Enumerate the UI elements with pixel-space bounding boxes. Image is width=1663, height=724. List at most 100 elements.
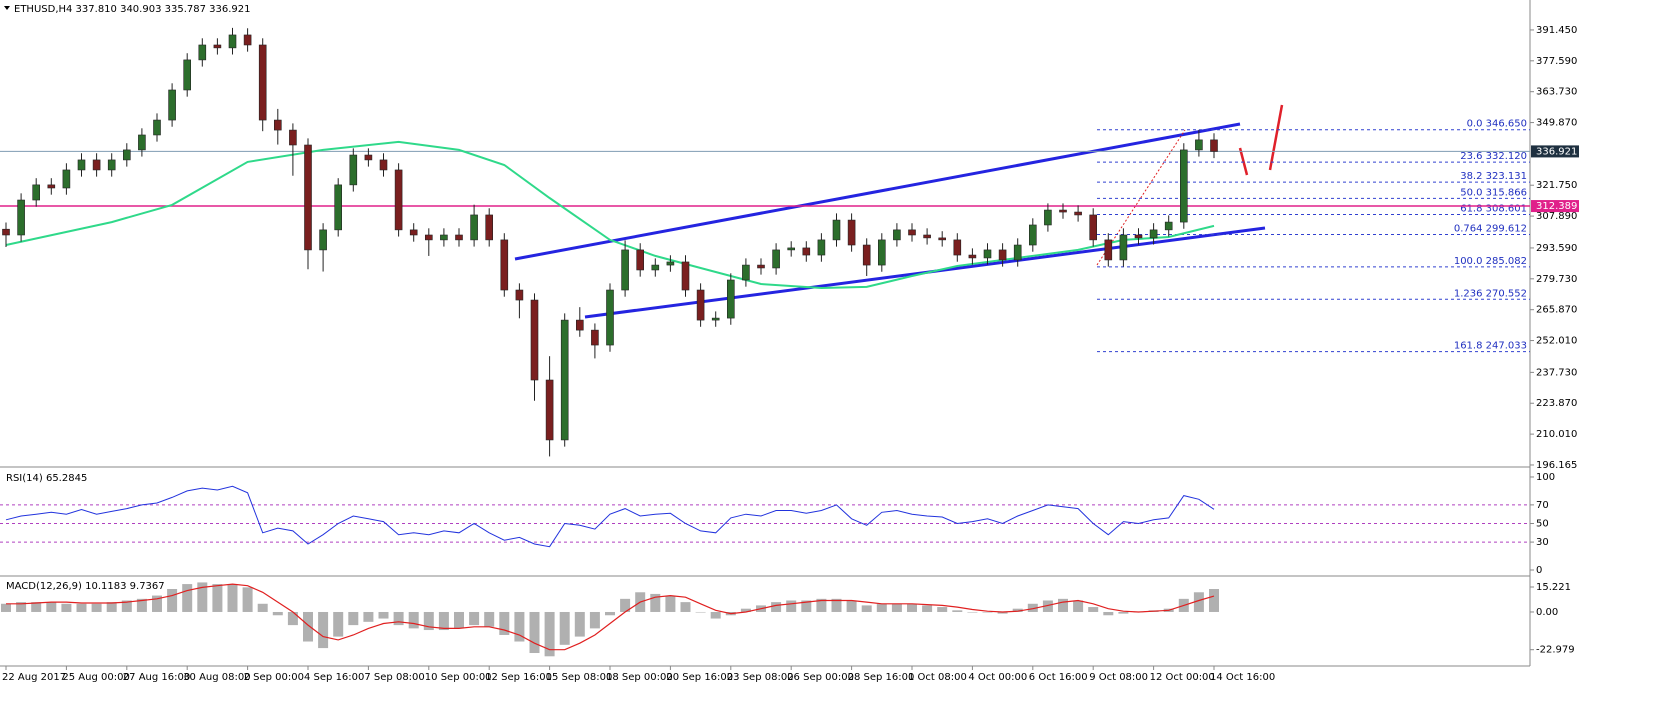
candle-body [1013, 244, 1022, 261]
y-tick-label: 279.730 [1536, 274, 1577, 285]
y-tick-label: 223.870 [1536, 398, 1577, 409]
macd-histogram-bar [861, 605, 872, 612]
macd-histogram-bar [257, 603, 268, 612]
x-tick-label: 15 Sep 08:00 [546, 672, 613, 683]
macd-histogram-bar [1073, 600, 1084, 612]
candle-body [621, 249, 629, 291]
macd-histogram-bar [1193, 592, 1204, 612]
macd-histogram-bar [31, 602, 42, 612]
candle-body [726, 279, 735, 319]
macd-histogram-bar [438, 611, 449, 631]
macd-histogram-bar [1027, 603, 1038, 612]
candle-body [258, 44, 267, 121]
candle-body [847, 219, 856, 246]
candle-body [440, 234, 448, 241]
macd-histogram-bar [876, 603, 887, 612]
macd-histogram-bar [469, 611, 480, 626]
candle-body [123, 149, 131, 161]
x-tick-label: 12 Sep 16:00 [485, 672, 552, 683]
y-tick-label: 70 [1536, 500, 1549, 511]
candle-body [364, 154, 373, 161]
macd-histogram-bar [318, 611, 329, 649]
x-tick-label: 25 Aug 00:00 [62, 672, 129, 683]
macd-histogram-bar [393, 611, 404, 626]
candle-body [968, 254, 977, 259]
macd-histogram-bar [212, 584, 223, 612]
macd-histogram-bar [514, 611, 525, 642]
x-tick-label: 23 Sep 08:00 [727, 672, 794, 683]
y-tick-label: 0 [1536, 565, 1542, 576]
candle-body [168, 89, 176, 121]
y-tick-label: 265.870 [1536, 305, 1577, 316]
upper-trendline [514, 122, 1241, 261]
candle-body [138, 134, 146, 151]
x-tick-label: 1 Oct 08:00 [908, 672, 967, 683]
macd-title: MACD(12,26,9) 10.1183 9.7367 [6, 581, 165, 592]
macd-histogram-bar [952, 610, 963, 612]
macd-histogram-bar [1058, 598, 1068, 612]
candle-body [470, 214, 478, 241]
fib-label: 0.764 299.612 [1454, 224, 1527, 235]
macd-histogram-bar [182, 584, 193, 612]
macd-histogram-bar [197, 582, 208, 612]
fib-label: 38.2 323.131 [1460, 171, 1527, 182]
fib-label: 61.8 308.601 [1460, 203, 1527, 214]
macd-histogram-bar [846, 600, 857, 612]
candle-body [983, 249, 992, 259]
candle-body [893, 229, 901, 241]
candle-body [273, 119, 282, 131]
x-tick-label: 10 Sep 00:00 [425, 672, 492, 683]
candle-body [802, 247, 811, 256]
macd-histogram-bar [559, 611, 570, 645]
macd-histogram-bar [1, 603, 11, 612]
macd-histogram-bar [287, 611, 298, 626]
candle-body [681, 261, 690, 291]
y-tick-label: 377.590 [1536, 56, 1577, 67]
candle-body [304, 144, 312, 251]
candle-body [394, 169, 403, 231]
candle-body [107, 159, 116, 171]
candle-body [183, 59, 191, 91]
x-tick-label: 12 Oct 00:00 [1150, 672, 1215, 683]
macd-histogram-bar [484, 611, 495, 627]
candle-body [530, 299, 539, 381]
rsi-line [5, 485, 1215, 548]
candle-body [1089, 214, 1097, 241]
y-tick-label: 237.730 [1536, 367, 1577, 378]
candle-body [817, 239, 826, 256]
candle-body [1149, 229, 1158, 239]
macd-histogram-bar [589, 611, 600, 629]
macd-histogram-bar [91, 603, 102, 612]
candle-body [696, 289, 705, 321]
macd-histogram-bar [454, 611, 464, 629]
macd-histogram-bar [831, 598, 842, 612]
macd-histogram-bar [786, 600, 797, 612]
x-tick-label: 30 Aug 08:00 [183, 672, 250, 683]
x-tick-label: 4 Oct 00:00 [968, 672, 1027, 683]
macd-histogram-bar [121, 600, 132, 612]
macd-histogram-bar [152, 595, 162, 612]
candle-body [636, 249, 645, 271]
x-tick-label: 26 Sep 00:00 [787, 672, 854, 683]
macd-histogram-bar [605, 611, 615, 616]
macd-histogram-bar [76, 603, 87, 612]
candle-body [32, 184, 41, 201]
candle-body [228, 34, 237, 49]
macd-histogram-bar [695, 611, 706, 613]
candle-body [1210, 139, 1218, 152]
fib-label: 100.0 285.082 [1454, 256, 1527, 267]
y-tick-label: 196.165 [1536, 460, 1577, 471]
candle-body [575, 319, 584, 331]
macd-histogram-bar [106, 602, 117, 612]
x-tick-label: 18 Sep 00:00 [606, 672, 673, 683]
x-tick-label: 27 Aug 16:00 [123, 672, 190, 683]
rsi-title: RSI(14) 65.2845 [6, 473, 87, 484]
macd-histogram-bar [907, 603, 917, 612]
macd-histogram-bar [499, 611, 510, 635]
macd-histogram-bar [997, 611, 1008, 614]
x-tick-label: 7 Sep 08:00 [364, 672, 424, 683]
y-tick-label: 30 [1536, 537, 1549, 548]
macd-histogram-bar [348, 611, 359, 626]
candle-body [92, 159, 101, 171]
fib-label: 23.6 332.120 [1460, 151, 1527, 162]
